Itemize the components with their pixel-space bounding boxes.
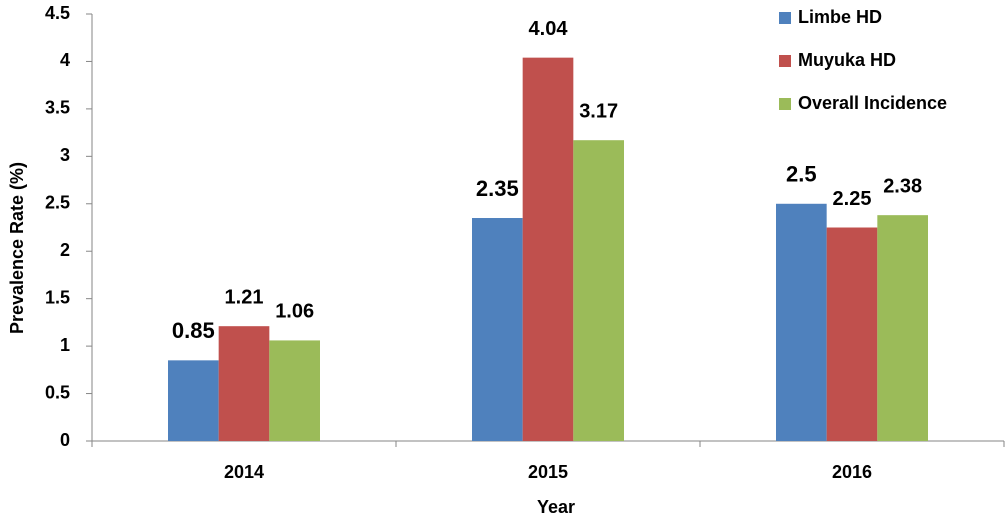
bar	[522, 57, 574, 441]
y-tick-label: 3.5	[45, 98, 70, 118]
legend-swatch	[779, 98, 791, 110]
data-label: 4.04	[529, 18, 569, 40]
y-tick-label: 2.5	[45, 193, 70, 213]
y-tick-label: 2	[60, 240, 70, 260]
legend-label: Overall Incidence	[798, 93, 947, 113]
bar	[472, 218, 523, 441]
legend-swatch	[779, 55, 791, 67]
y-tick-label: 4.5	[45, 3, 70, 23]
data-label: 2.25	[833, 188, 872, 210]
y-tick-label: 0	[60, 430, 70, 450]
x-tick-label: 2016	[832, 462, 872, 482]
legend-label: Muyuka HD	[798, 50, 896, 70]
data-label: 0.85	[172, 318, 215, 343]
bar	[168, 360, 219, 441]
data-label: 2.38	[883, 175, 922, 197]
data-label: 2.5	[786, 162, 817, 187]
x-tick-label: 2014	[224, 462, 264, 482]
y-tick-label: 1.5	[45, 287, 70, 307]
bar	[877, 215, 928, 441]
data-label: 1.06	[275, 301, 314, 323]
bar	[269, 340, 320, 441]
y-tick-label: 1	[60, 335, 70, 355]
y-tick-label: 4	[60, 50, 70, 70]
y-tick-label: 3	[60, 145, 70, 165]
bar	[218, 326, 270, 441]
bar	[573, 140, 624, 442]
x-tick-label: 2015	[528, 462, 568, 482]
data-label: 3.17	[579, 100, 618, 122]
y-tick-label: 0.5	[45, 382, 70, 402]
bar	[776, 203, 827, 441]
x-axis-title: Year	[537, 497, 575, 517]
data-label: 1.21	[225, 286, 264, 308]
legend-label: Limbe HD	[798, 7, 882, 27]
legend-swatch	[779, 12, 791, 24]
y-axis-title: Prevalence Rate (%)	[7, 162, 27, 334]
data-label: 2.35	[476, 176, 519, 201]
bar	[826, 227, 878, 441]
